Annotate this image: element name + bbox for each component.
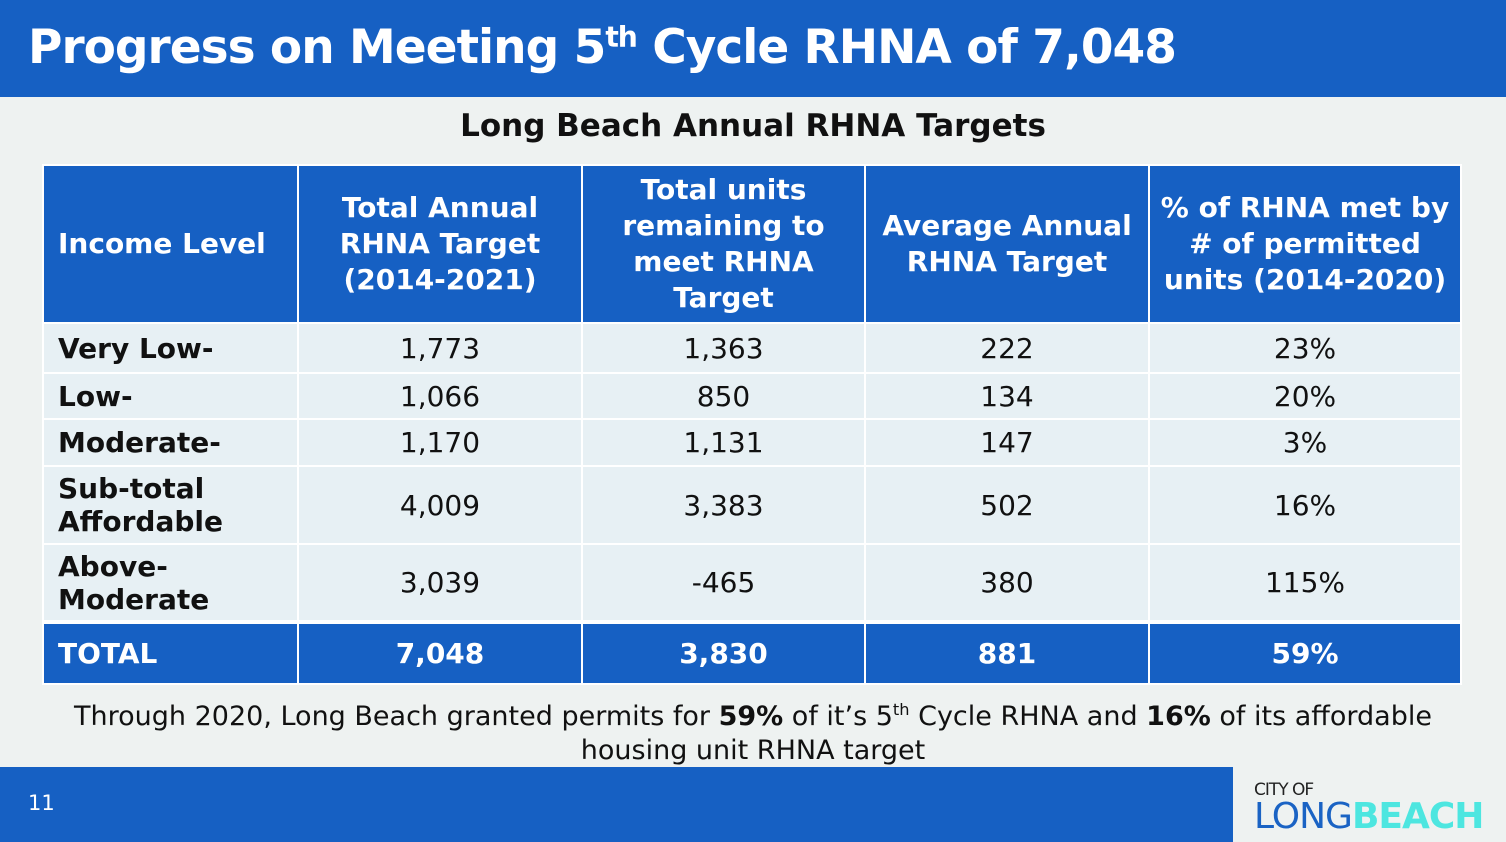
value-cell: 222 xyxy=(864,322,1150,374)
value-cell: -465 xyxy=(581,543,866,623)
summary-note: Through 2020, Long Beach granted permits… xyxy=(74,700,1432,766)
header-cell: Total units remaining to meet RHNA Targe… xyxy=(581,164,866,324)
value-cell: 502 xyxy=(864,465,1150,545)
income-level-cell: Low- xyxy=(42,372,299,420)
table-row: Low- 1,066 850 134 20% xyxy=(42,372,1462,420)
page-number: 11 xyxy=(28,791,55,815)
table-row: Moderate- 1,170 1,131 147 3% xyxy=(42,418,1462,467)
title-bar: Progress on Meeting 5th Cycle RHNA of 7,… xyxy=(0,0,1506,97)
value-cell: 147 xyxy=(864,418,1150,467)
value-cell: 1,773 xyxy=(297,322,583,374)
value-cell: 1,170 xyxy=(297,418,583,467)
header-cell: Income Level xyxy=(42,164,299,324)
total-row: TOTAL 7,048 3,830 881 59% xyxy=(42,620,1462,685)
value-cell: 1,066 xyxy=(297,372,583,420)
city-logo: CITY OF LONGBEACH xyxy=(1254,780,1484,837)
value-cell: 1,363 xyxy=(581,322,866,374)
income-level-cell: Above-Moderate xyxy=(42,543,299,623)
value-cell: 4,009 xyxy=(297,465,583,545)
value-cell: 16% xyxy=(1148,465,1462,545)
value-cell: 23% xyxy=(1148,322,1462,374)
value-cell: 3% xyxy=(1148,418,1462,467)
footer-bar: 11 xyxy=(0,767,1233,842)
income-level-cell: Sub-total Affordable xyxy=(42,465,299,545)
income-level-cell: Very Low- xyxy=(42,322,299,374)
value-cell: 380 xyxy=(864,543,1150,623)
value-cell: 3,383 xyxy=(581,465,866,545)
slide-title: Progress on Meeting 5th Cycle RHNA of 7,… xyxy=(28,20,1177,75)
header-row: Income Level Total Annual RHNA Target (2… xyxy=(42,164,1462,324)
total-label: TOTAL xyxy=(42,620,299,685)
income-level-cell: Moderate- xyxy=(42,418,299,467)
header-cell: Average Annual RHNA Target xyxy=(864,164,1150,324)
table-title: Long Beach Annual RHNA Targets xyxy=(460,108,1046,144)
value-cell: 1,131 xyxy=(581,418,866,467)
value-cell: 134 xyxy=(864,372,1150,420)
value-cell: 115% xyxy=(1148,543,1462,623)
table-row: Very Low- 1,773 1,363 222 23% xyxy=(42,322,1462,374)
total-value: 881 xyxy=(864,620,1150,685)
total-value: 3,830 xyxy=(581,620,866,685)
value-cell: 20% xyxy=(1148,372,1462,420)
header-cell: % of RHNA met by # of permitted units (2… xyxy=(1148,164,1462,324)
total-value: 7,048 xyxy=(297,620,583,685)
rhna-table: Income Level Total Annual RHNA Target (2… xyxy=(42,164,1462,685)
value-cell: 3,039 xyxy=(297,543,583,623)
table-row: Above-Moderate 3,039 -465 380 115% xyxy=(42,543,1462,623)
table-row: Sub-total Affordable 4,009 3,383 502 16% xyxy=(42,465,1462,545)
total-value: 59% xyxy=(1148,620,1462,685)
header-cell: Total Annual RHNA Target (2014-2021) xyxy=(297,164,583,324)
value-cell: 850 xyxy=(581,372,866,420)
